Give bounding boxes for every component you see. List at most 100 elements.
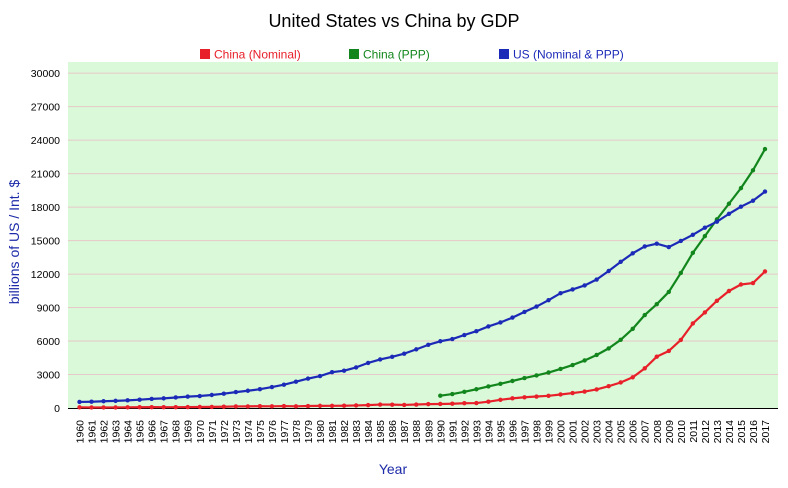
legend-item[interactable]: China (PPP) xyxy=(349,48,430,62)
data-point[interactable] xyxy=(402,402,407,408)
data-point[interactable] xyxy=(426,401,431,407)
data-point[interactable] xyxy=(534,304,539,309)
data-point[interactable] xyxy=(486,399,491,404)
data-point[interactable] xyxy=(462,401,467,406)
data-point[interactable] xyxy=(137,397,142,402)
data-point[interactable] xyxy=(702,225,708,230)
data-point[interactable] xyxy=(678,270,684,276)
data-point[interactable] xyxy=(101,405,106,410)
data-point[interactable] xyxy=(522,395,527,400)
data-point[interactable] xyxy=(305,376,311,381)
data-point[interactable] xyxy=(726,288,732,294)
data-point[interactable] xyxy=(630,251,635,256)
data-point[interactable] xyxy=(317,373,323,379)
data-point[interactable] xyxy=(209,404,214,410)
data-point[interactable] xyxy=(606,268,611,274)
data-point[interactable] xyxy=(498,381,503,386)
data-point[interactable] xyxy=(137,405,142,410)
data-point[interactable] xyxy=(257,386,263,392)
data-point[interactable] xyxy=(353,403,359,408)
data-point[interactable] xyxy=(245,404,251,409)
data-point[interactable] xyxy=(233,404,239,409)
data-point[interactable] xyxy=(305,403,311,409)
data-point[interactable] xyxy=(714,298,720,303)
data-point[interactable] xyxy=(209,392,214,398)
data-point[interactable] xyxy=(738,282,744,287)
data-point[interactable] xyxy=(377,402,383,407)
data-point[interactable] xyxy=(654,241,659,246)
data-point[interactable] xyxy=(221,391,227,396)
data-point[interactable] xyxy=(594,352,599,358)
data-point[interactable] xyxy=(654,302,659,307)
data-point[interactable] xyxy=(726,201,732,206)
data-point[interactable] xyxy=(750,198,756,203)
data-point[interactable] xyxy=(329,403,335,409)
data-point[interactable] xyxy=(498,320,503,325)
data-point[interactable] xyxy=(293,404,299,409)
data-point[interactable] xyxy=(329,369,335,375)
data-point[interactable] xyxy=(161,396,166,401)
data-point[interactable] xyxy=(558,392,563,397)
data-point[interactable] xyxy=(606,383,611,389)
data-point[interactable] xyxy=(762,189,768,194)
data-point[interactable] xyxy=(750,280,756,286)
data-point[interactable] xyxy=(113,398,118,404)
data-point[interactable] xyxy=(606,346,611,351)
data-point[interactable] xyxy=(149,404,154,410)
data-point[interactable] xyxy=(594,277,599,282)
data-point[interactable] xyxy=(510,396,515,401)
data-point[interactable] xyxy=(534,394,539,399)
data-point[interactable] xyxy=(642,312,647,318)
data-point[interactable] xyxy=(173,395,178,400)
data-point[interactable] xyxy=(678,337,684,343)
data-point[interactable] xyxy=(377,357,383,362)
data-point[interactable] xyxy=(89,405,94,410)
data-point[interactable] xyxy=(666,289,671,295)
data-point[interactable] xyxy=(630,375,635,380)
data-point[interactable] xyxy=(462,389,467,395)
data-point[interactable] xyxy=(558,291,563,296)
data-point[interactable] xyxy=(570,390,575,396)
data-point[interactable] xyxy=(582,283,587,288)
data-point[interactable] xyxy=(762,146,768,152)
data-point[interactable] xyxy=(221,404,227,409)
data-point[interactable] xyxy=(317,403,323,409)
data-point[interactable] xyxy=(389,402,395,407)
data-point[interactable] xyxy=(113,405,118,410)
data-point[interactable] xyxy=(666,244,671,250)
data-point[interactable] xyxy=(726,211,732,217)
data-point[interactable] xyxy=(474,387,479,392)
data-point[interactable] xyxy=(197,393,202,399)
data-point[interactable] xyxy=(522,309,527,315)
data-point[interactable] xyxy=(269,384,275,390)
data-point[interactable] xyxy=(389,354,395,359)
data-point[interactable] xyxy=(498,397,503,403)
data-point[interactable] xyxy=(762,269,768,274)
data-point[interactable] xyxy=(702,233,708,239)
data-point[interactable] xyxy=(293,379,299,384)
data-point[interactable] xyxy=(570,362,575,368)
data-point[interactable] xyxy=(618,380,623,385)
data-point[interactable] xyxy=(630,326,635,332)
data-point[interactable] xyxy=(281,403,287,409)
data-point[interactable] xyxy=(77,405,82,410)
data-point[interactable] xyxy=(654,354,659,359)
data-point[interactable] xyxy=(546,393,551,398)
data-point[interactable] xyxy=(450,391,455,397)
data-point[interactable] xyxy=(101,399,106,404)
data-point[interactable] xyxy=(738,204,744,209)
data-point[interactable] xyxy=(414,347,419,352)
data-point[interactable] xyxy=(438,393,443,398)
data-point[interactable] xyxy=(257,403,263,409)
data-point[interactable] xyxy=(594,387,599,392)
data-point[interactable] xyxy=(690,321,696,326)
data-point[interactable] xyxy=(185,404,190,410)
data-point[interactable] xyxy=(281,382,287,387)
data-point[interactable] xyxy=(438,401,443,407)
data-point[interactable] xyxy=(474,400,479,406)
data-point[interactable] xyxy=(486,324,491,329)
data-point[interactable] xyxy=(426,342,431,348)
data-point[interactable] xyxy=(714,219,720,224)
data-point[interactable] xyxy=(450,336,455,342)
data-point[interactable] xyxy=(341,403,347,408)
